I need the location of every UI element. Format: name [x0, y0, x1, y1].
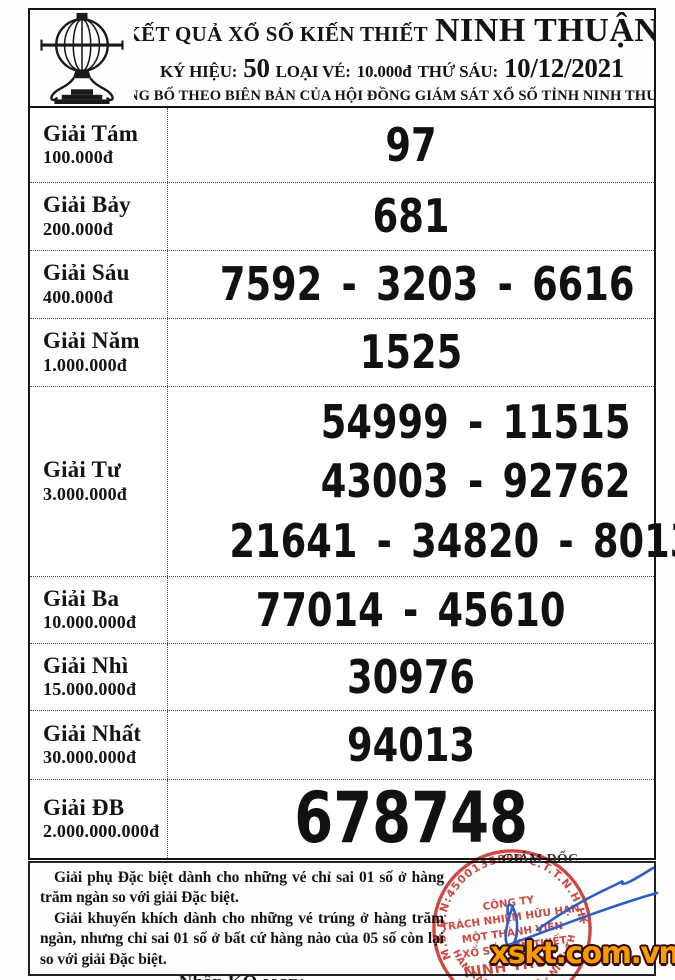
prize-amount: 2.000.000.000đ [43, 821, 160, 842]
prize-numbers-cell: 30976 [168, 644, 654, 710]
prize-label-cell: Giải Năm 1.000.000đ [30, 319, 168, 386]
prize-name: Giải Nhì [43, 652, 129, 678]
footer-notes: Giải phụ Đặc biệt dành cho những vé chỉ … [40, 868, 444, 970]
prize-number-line: 21641 - 34820 - 80136 [229, 513, 675, 568]
prize-name: Giải Bảy [43, 192, 131, 218]
prize-name: Giải Tư [43, 457, 122, 483]
header-text: KẾT QUẢ XỔ SỐ KIẾN THIẾT NINH THUẬN KÝ H… [134, 12, 654, 104]
lottery-drum-icon [40, 12, 124, 104]
prize-label-cell: Giải Bảy 200.000đ [30, 183, 168, 250]
prize-numbers-cell: 94013 [168, 711, 654, 779]
prize-number-line: 681 [372, 189, 450, 244]
company-stamp: M.S.D.N:4500135898 C.T.T.N.H.H TP.PHAN R… [417, 834, 592, 980]
prize-row-2nd: Giải Nhì 15.000.000đ 30976 [30, 644, 654, 711]
title-line: KẾT QUẢ XỔ SỐ KIẾN THIẾT NINH THUẬN [134, 11, 654, 49]
prize-number-line: 678748 [294, 777, 528, 860]
prize-name: Giải Năm [43, 328, 140, 354]
prize-name: Giải Sáu [43, 260, 130, 286]
prize-amount: 10.000.000đ [43, 612, 137, 633]
prize-amount: 30.000.000đ [43, 747, 137, 768]
prize-label-cell: Giải Nhì 15.000.000đ [30, 644, 168, 710]
prize-label-cell: Giải Nhất 30.000.000đ [30, 711, 168, 779]
prize-name: Giải Nhất [43, 720, 142, 746]
lottery-drum-icon [30, 10, 134, 106]
symbol-value: 50 [243, 52, 270, 83]
results-table: Giải Tám 100.000đ 97 Giải Bảy 200.000đ 6… [28, 108, 675, 860]
prize-number-line: 7592 - 3203 - 6616 [219, 257, 635, 312]
prize-name: Giải ĐB [43, 794, 125, 820]
prize-numbers-cell: 1525 [168, 319, 654, 386]
title-prefix: KẾT QUẢ XỔ SỐ KIẾN THIẾT [134, 21, 428, 46]
footer: Giải phụ Đặc biệt dành cho những vé chỉ … [28, 861, 656, 980]
prize-row-6th: Giải Sáu 400.000đ 7592 - 3203 - 6616 [30, 251, 654, 319]
prize-number-line: 94013 [346, 717, 476, 772]
prize-name: Giải Ba [43, 585, 120, 611]
prize-amount: 15.000.000đ [43, 679, 137, 700]
prize-label-cell: Giải Sáu 400.000đ [30, 251, 168, 318]
prize-row-3rd: Giải Ba 10.000.000đ 77014 - 45610 [30, 577, 654, 644]
prize-amount: 100.000đ [43, 147, 114, 168]
prize-numbers-cell: 97 [168, 108, 654, 182]
sms-label: Nhận KQ soạn: [40, 972, 444, 980]
prize-row-7th: Giải Bảy 200.000đ 681 [30, 183, 654, 251]
prize-name: Giải Tám [43, 120, 139, 146]
prize-number-line: 1525 [359, 325, 463, 380]
note-consolation: Giải khuyến khích dành cho những vé trún… [40, 909, 444, 968]
prize-amount: 3.000.000đ [43, 483, 128, 504]
prize-numbers-cell: 77014 - 45610 [168, 577, 654, 643]
prize-amount: 400.000đ [43, 286, 114, 307]
prize-numbers-cell: 678748 [168, 780, 654, 858]
prize-row-special: Giải ĐB 2.000.000.000đ 678748 [30, 780, 654, 858]
prize-row-1st: Giải Nhất 30.000.000đ 94013 [30, 711, 654, 780]
site-watermark: xskt.com.vn [490, 936, 675, 971]
prize-numbers-cell: 54999 - 11515 43003 - 92762 21641 - 3482… [168, 387, 675, 576]
prize-number-line: 54999 - 11515 [320, 395, 631, 450]
prize-row-5th: Giải Năm 1.000.000đ 1525 [30, 319, 654, 387]
draw-date: 10/12/2021 [503, 52, 624, 83]
prize-label-cell: Giải Tư 3.000.000đ [30, 387, 168, 576]
prize-number-line: 97 [385, 117, 437, 172]
prize-label-cell: Giải Ba 10.000.000đ [30, 577, 168, 643]
ticket-price: 10.000đ [356, 61, 412, 81]
announcement: CÔNG BỐ THEO BIÊN BẢN CỦA HỘI ĐỒNG GIÁM … [134, 87, 654, 104]
prize-row-8th: Giải Tám 100.000đ 97 [30, 108, 654, 183]
header: KẾT QUẢ XỔ SỐ KIẾN THIẾT NINH THUẬN KÝ H… [28, 8, 656, 108]
title-province: NINH THUẬN [434, 11, 654, 49]
prize-label-cell: Giải ĐB 2.000.000.000đ [30, 780, 168, 858]
prize-number-line: 30976 [346, 649, 476, 704]
note-special: Giải phụ Đặc biệt dành cho những vé chỉ … [40, 869, 444, 907]
prize-numbers-cell: 7592 - 3203 - 6616 [168, 251, 675, 318]
prize-label-cell: Giải Tám 100.000đ [30, 108, 168, 182]
draw-info-line: KÝ HIỆU: 50 LOẠI VÉ: 10.000đ THỨ SÁU: 10… [159, 52, 624, 83]
prize-number-line: 77014 - 45610 [256, 582, 566, 637]
prize-numbers-cell: 681 [168, 183, 654, 250]
prize-amount: 1.000.000đ [43, 354, 128, 375]
prize-number-line: 43003 - 92762 [320, 454, 631, 509]
prize-row-4th: Giải Tư 3.000.000đ 54999 - 11515 43003 -… [30, 387, 675, 577]
prize-amount: 200.000đ [43, 218, 114, 239]
director-signature [498, 866, 659, 950]
symbol-label: KÝ HIỆU: [159, 61, 238, 81]
director-label: GIÁM ĐỐC [502, 851, 579, 866]
weekday-label: THỨ SÁU: [417, 61, 499, 81]
ticket-label: LOẠI VÉ: [275, 61, 351, 81]
